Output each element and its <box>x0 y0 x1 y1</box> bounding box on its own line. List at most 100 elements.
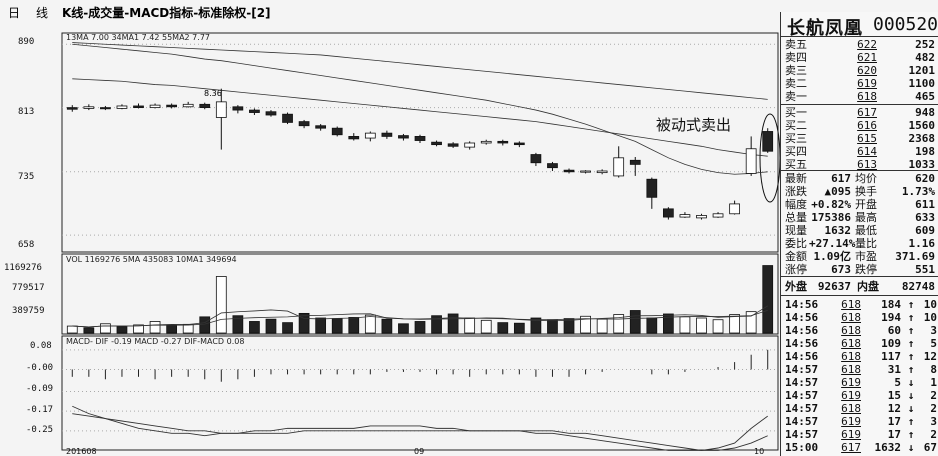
candle[interactable] <box>348 136 360 140</box>
candle[interactable] <box>83 106 95 109</box>
volume-bar[interactable] <box>580 315 591 334</box>
volume-bar[interactable] <box>348 317 360 334</box>
volume-bar[interactable] <box>696 317 707 334</box>
volume-bar[interactable] <box>513 322 525 334</box>
volume-bar[interactable] <box>679 316 691 334</box>
volume-bar[interactable] <box>547 319 558 334</box>
candle[interactable] <box>729 203 740 215</box>
volume-bar[interactable] <box>729 314 740 334</box>
candle[interactable] <box>298 121 310 127</box>
candle[interactable] <box>66 107 78 110</box>
period-label[interactable]: 日 <box>8 6 20 20</box>
volume-bar[interactable] <box>745 311 757 334</box>
volume-bar[interactable] <box>315 317 327 334</box>
candle[interactable] <box>712 213 724 218</box>
ask-row[interactable]: 卖二 619 1100 <box>785 77 935 90</box>
candle[interactable] <box>464 142 476 148</box>
candle[interactable] <box>613 157 625 177</box>
volume-bar[interactable] <box>100 323 111 334</box>
volume-bar[interactable] <box>66 325 78 334</box>
volume-bar[interactable] <box>331 318 343 334</box>
candle[interactable] <box>315 125 327 129</box>
candle[interactable] <box>265 111 277 116</box>
volume-bar[interactable] <box>596 318 608 334</box>
volume-bar[interactable] <box>480 319 492 334</box>
ask-row[interactable]: 卖四 621 482 <box>785 51 935 64</box>
stat-key: 最低 <box>855 224 877 237</box>
volume-bar[interactable] <box>398 323 409 334</box>
volume-bar[interactable] <box>83 327 95 334</box>
candle[interactable] <box>530 154 542 164</box>
candle[interactable] <box>166 104 177 108</box>
bid-row[interactable]: 买一 617 948 <box>785 106 935 119</box>
volume-bar[interactable] <box>530 317 542 334</box>
candle[interactable] <box>199 103 211 109</box>
volume-bar[interactable] <box>249 321 260 334</box>
volume-bar[interactable] <box>663 313 674 334</box>
bid-row[interactable]: 买三 615 2368 <box>785 132 935 145</box>
candle[interactable] <box>398 135 409 139</box>
candle[interactable] <box>232 106 244 111</box>
candle[interactable] <box>563 169 575 173</box>
candle[interactable] <box>629 159 641 165</box>
candle[interactable] <box>149 104 161 109</box>
volume-bar[interactable] <box>381 318 393 334</box>
candle[interactable] <box>480 140 492 144</box>
candle[interactable] <box>182 103 194 108</box>
candle[interactable] <box>580 170 591 173</box>
candle[interactable] <box>596 170 608 174</box>
candle[interactable] <box>663 208 674 218</box>
volume-bar[interactable] <box>133 324 144 334</box>
volume-bar[interactable] <box>282 322 293 334</box>
candle[interactable] <box>381 132 393 137</box>
candle[interactable] <box>282 113 293 123</box>
candle[interactable] <box>646 178 658 198</box>
candle[interactable] <box>497 140 509 144</box>
candle[interactable] <box>414 136 426 141</box>
candle[interactable] <box>745 148 757 174</box>
bid-row[interactable]: 买五 613 1033 <box>785 158 935 171</box>
volume-bar[interactable] <box>646 317 658 334</box>
volume-bar[interactable] <box>762 265 774 334</box>
candle[interactable] <box>215 101 227 118</box>
volume-bar[interactable] <box>215 276 227 334</box>
ask-row[interactable]: 卖三 620 1201 <box>785 64 935 77</box>
volume-bar[interactable] <box>414 321 426 334</box>
volume-bar[interactable] <box>613 314 625 334</box>
volume-bar[interactable] <box>464 317 476 334</box>
volume-bar[interactable] <box>149 321 161 334</box>
candle[interactable] <box>116 105 128 109</box>
ask-row[interactable]: 卖一 618 465 <box>785 90 935 103</box>
candle[interactable] <box>249 109 260 113</box>
volume-bar[interactable] <box>166 325 177 334</box>
candle[interactable] <box>513 142 525 146</box>
candle[interactable] <box>364 132 376 139</box>
candle[interactable] <box>431 141 442 146</box>
volume-bar[interactable] <box>629 310 641 334</box>
candle[interactable] <box>331 127 343 136</box>
candle[interactable] <box>762 131 774 152</box>
candle[interactable] <box>696 215 707 219</box>
chart-area[interactable]: 日 线 K线-成交量-MACD指标-标准除权-[2] 13MA 7.00 34M… <box>0 0 780 456</box>
bid-label: 买一 <box>785 106 807 119</box>
candle[interactable] <box>547 163 558 169</box>
volume-bar[interactable] <box>182 323 194 334</box>
bid-row[interactable]: 买二 616 1560 <box>785 119 935 132</box>
volume-bar[interactable] <box>563 318 575 334</box>
volume-bar[interactable] <box>497 322 509 334</box>
volume-bar[interactable] <box>447 313 459 334</box>
volume-bar[interactable] <box>364 314 376 334</box>
volume-bar[interactable] <box>712 319 724 334</box>
candle[interactable] <box>100 107 111 110</box>
candle[interactable] <box>447 143 459 147</box>
volume-bar[interactable] <box>431 315 442 334</box>
volume-bar[interactable] <box>116 326 128 334</box>
volume-bar[interactable] <box>232 315 244 334</box>
candle[interactable] <box>679 214 691 218</box>
volume-bar[interactable] <box>199 316 211 334</box>
volume-bar[interactable] <box>265 318 277 334</box>
ask-row[interactable]: 卖五 622 252 <box>785 38 935 51</box>
candle[interactable] <box>133 105 144 109</box>
volume-bar[interactable] <box>298 312 310 334</box>
bid-row[interactable]: 买四 614 198 <box>785 145 935 158</box>
